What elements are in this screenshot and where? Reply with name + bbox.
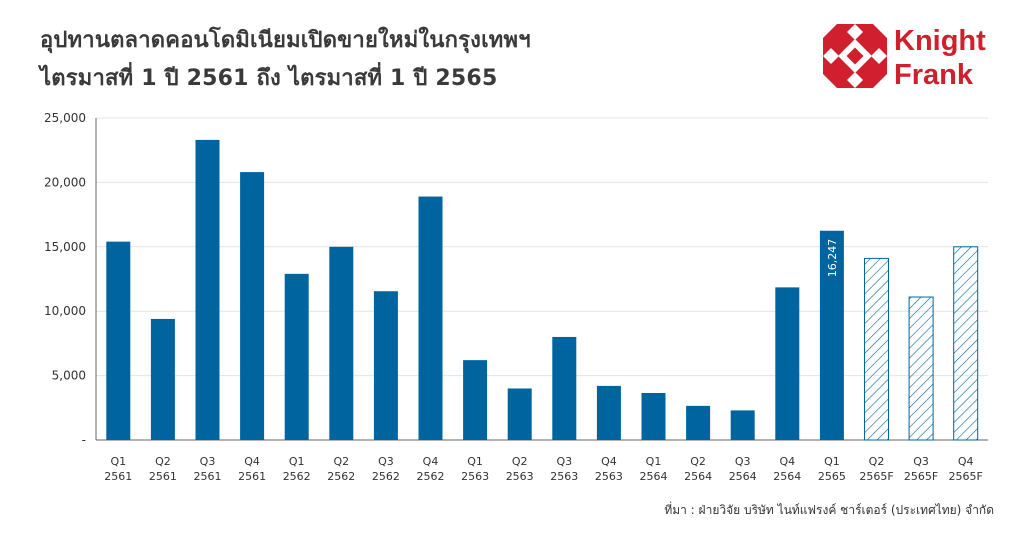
knight-frank-logo: Knight Frank — [823, 24, 986, 88]
forecast-bar — [908, 296, 934, 441]
logo-mark-icon — [823, 24, 887, 88]
data-label: 16,247 — [826, 239, 839, 278]
x-tick-label-quarter: Q2 — [512, 455, 528, 468]
x-tick-label-year: 2562 — [283, 470, 311, 483]
x-tick-label-year: 2562 — [327, 470, 355, 483]
x-tick-label-year: 2563 — [550, 470, 578, 483]
bar — [106, 241, 131, 440]
x-tick-label-year: 2561 — [238, 470, 266, 483]
y-axis-tick-labels: - 5,000 10,000 15,000 20,000 25,000 — [44, 111, 86, 447]
x-tick-label-year: 2564 — [684, 470, 712, 483]
x-tick-label-quarter: Q4 — [601, 455, 617, 468]
x-tick-label-year: 2565 — [818, 470, 846, 483]
bar — [418, 196, 443, 440]
x-tick-label-quarter: Q1 — [824, 455, 840, 468]
bar — [195, 139, 220, 440]
x-tick-label-quarter: Q3 — [200, 455, 216, 468]
x-tick-label-year: 2565F — [949, 470, 983, 483]
x-tick-label-quarter: Q4 — [244, 455, 260, 468]
x-tick-label-quarter: Q1 — [289, 455, 305, 468]
bar — [284, 273, 309, 440]
bar — [775, 287, 800, 440]
bar — [463, 360, 488, 440]
x-axis-tick-labels: Q1 2561 Q2 2561 Q3 2561 Q4 2561 Q1 2562 Q2 2562 Q3 25… — [104, 455, 983, 483]
y-tick-label: 25,000 — [44, 111, 86, 125]
bar — [240, 172, 265, 440]
bars — [106, 139, 979, 441]
bar — [373, 291, 398, 440]
x-tick-label-year: 2561 — [104, 470, 132, 483]
source-note: ที่มา : ฝ่ายวิจัย บริษัท ไนท์แฟรงค์ ชาร์… — [664, 503, 994, 517]
bar — [730, 410, 755, 440]
logo-text-frank: Frank — [894, 59, 974, 88]
bar — [641, 392, 666, 440]
bar — [819, 230, 844, 440]
x-tick-label-quarter: Q4 — [958, 455, 974, 468]
x-tick-label-year: 2564 — [773, 470, 801, 483]
x-tick-label-year: 2561 — [149, 470, 177, 483]
x-tick-label-quarter: Q4 — [423, 455, 439, 468]
y-tick-label: 15,000 — [44, 240, 86, 254]
x-tick-label-quarter: Q2 — [869, 455, 885, 468]
bar — [686, 405, 711, 440]
y-tick-label: 20,000 — [44, 175, 86, 189]
bar — [596, 385, 621, 440]
chart-title-line-1: อุปทานตลาดคอนโดมิเนียมเปิดขายใหม่ในกรุงเ… — [40, 28, 531, 53]
x-tick-label-quarter: Q4 — [779, 455, 795, 468]
gridlines — [95, 117, 988, 441]
x-tick-label-quarter: Q1 — [110, 455, 126, 468]
x-tick-label-quarter: Q1 — [467, 455, 483, 468]
y-tick-label: - — [82, 433, 86, 447]
x-tick-label-quarter: Q3 — [378, 455, 394, 468]
forecast-bar — [953, 246, 979, 441]
bar — [552, 336, 577, 440]
x-tick-label-year: 2565F — [904, 470, 938, 483]
x-tick-label-quarter: Q2 — [690, 455, 706, 468]
x-tick-label-year: 2564 — [729, 470, 757, 483]
x-tick-label-year: 2565F — [859, 470, 893, 483]
x-tick-label-year: 2564 — [640, 470, 668, 483]
y-tick-label: 10,000 — [44, 304, 86, 318]
x-tick-label-quarter: Q3 — [913, 455, 929, 468]
bar — [329, 246, 354, 440]
forecast-bar — [864, 257, 889, 441]
x-tick-label-year: 2562 — [372, 470, 400, 483]
bar — [150, 318, 175, 440]
x-tick-label-year: 2563 — [461, 470, 489, 483]
bar — [507, 388, 532, 440]
x-tick-label-year: 2561 — [194, 470, 222, 483]
data-labels: 16,247 — [826, 239, 839, 278]
x-tick-label-quarter: Q3 — [556, 455, 572, 468]
x-tick-label-year: 2563 — [595, 470, 623, 483]
x-tick-label-year: 2562 — [417, 470, 445, 483]
chart-title-line-2: ไตรมาสที่ 1 ปี 2561 ถึง ไตรมาสที่ 1 ปี 2… — [40, 66, 498, 91]
x-tick-label-quarter: Q3 — [735, 455, 751, 468]
x-tick-label-quarter: Q2 — [155, 455, 171, 468]
y-tick-label: 5,000 — [52, 369, 86, 383]
x-tick-label-quarter: Q2 — [333, 455, 349, 468]
logo-text-knight: Knight — [894, 25, 986, 57]
x-tick-label-quarter: Q1 — [646, 455, 662, 468]
x-tick-label-year: 2563 — [506, 470, 534, 483]
